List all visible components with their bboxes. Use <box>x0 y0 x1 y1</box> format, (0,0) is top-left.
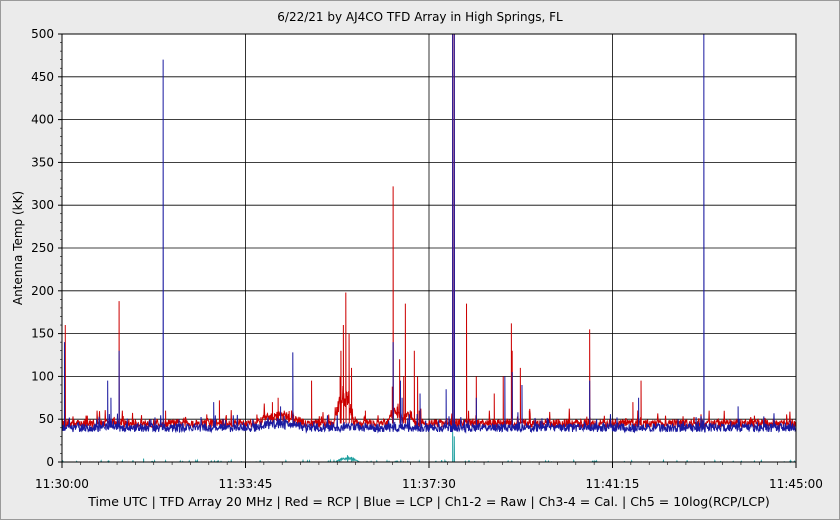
y-tick-label: 300 <box>31 198 54 212</box>
y-tick-label: 500 <box>31 27 54 41</box>
y-tick-label: 150 <box>31 327 54 341</box>
y-tick-label: 0 <box>46 455 54 469</box>
x-tick-label: 11:30:00 <box>35 477 89 491</box>
y-tick-label: 350 <box>31 155 54 169</box>
y-tick-label: 100 <box>31 369 54 383</box>
x-tick-label: 11:33:45 <box>219 477 273 491</box>
y-tick-label: 450 <box>31 70 54 84</box>
x-tick-label: 11:45:00 <box>769 477 823 491</box>
plot-border <box>61 33 797 463</box>
y-tick-label: 400 <box>31 113 54 127</box>
series-line-0 <box>61 33 797 430</box>
series-line-1 <box>61 33 797 434</box>
chart-title: 6/22/21 by AJ4CO TFD Array in High Sprin… <box>277 10 563 24</box>
y-tick-label: 250 <box>31 241 54 255</box>
x-tick-label: 11:37:30 <box>402 477 456 491</box>
x-tick-label: 11:41:15 <box>586 477 640 491</box>
y-tick-label: 200 <box>31 284 54 298</box>
y-tick-label: 50 <box>39 412 54 426</box>
x-axis-label: Time UTC | TFD Array 20 MHz | Red = RCP … <box>88 494 770 509</box>
tick-labels: 0 50 100 150 200 250 300 350 400 450 500 11:30:00 11… <box>31 27 823 491</box>
